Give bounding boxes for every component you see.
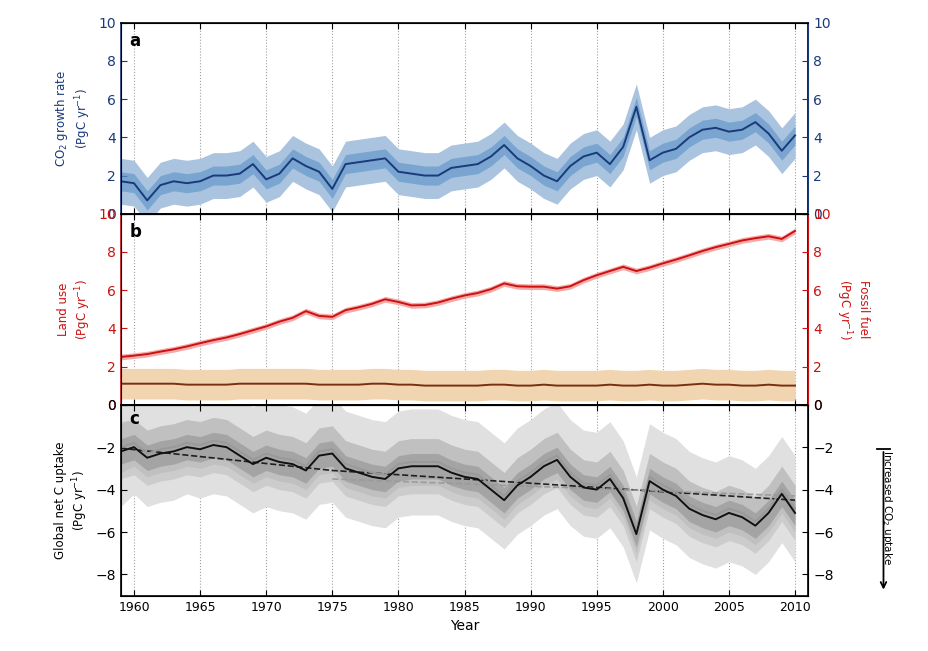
Y-axis label: CO$_2$ growth rate
(PgC yr$^{-1}$): CO$_2$ growth rate (PgC yr$^{-1}$) — [53, 70, 93, 167]
Text: Increased CO$_2$ uptake: Increased CO$_2$ uptake — [879, 450, 894, 565]
X-axis label: Year: Year — [449, 619, 479, 633]
Y-axis label: Fossil fuel
(PgC yr$^{-1}$): Fossil fuel (PgC yr$^{-1}$) — [833, 279, 869, 340]
Text: a: a — [130, 33, 141, 50]
Y-axis label: Global net C uptake
(PgC yr$^{-1}$): Global net C uptake (PgC yr$^{-1}$) — [55, 441, 90, 559]
Y-axis label: Land use
(PgC yr$^{-1}$): Land use (PgC yr$^{-1}$) — [58, 279, 93, 340]
Text: b: b — [130, 223, 141, 242]
Text: c: c — [130, 410, 139, 428]
